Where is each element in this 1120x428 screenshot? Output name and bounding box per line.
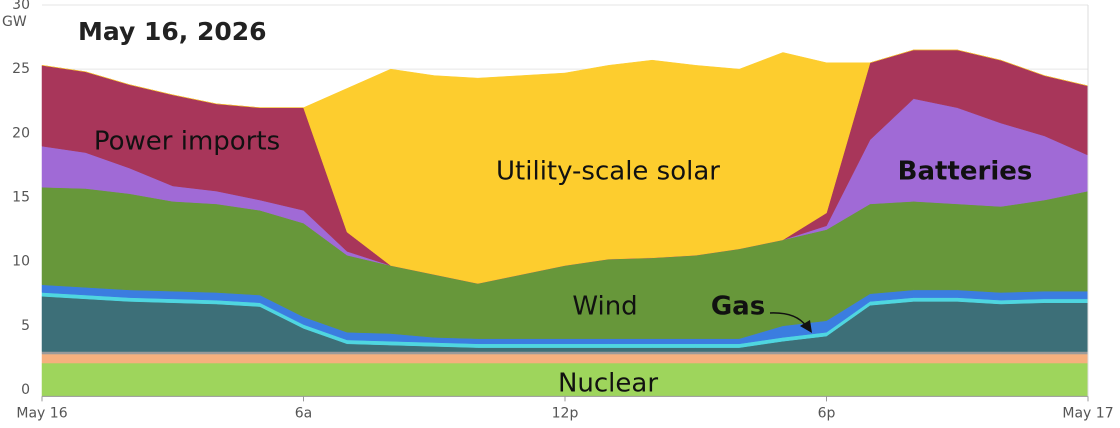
y-tick-label: 25	[12, 61, 30, 77]
x-tick-label: May 17	[1062, 405, 1113, 421]
y-tick-label: 10	[12, 254, 30, 270]
area	[41, 351, 1089, 355]
x-tick-label: 6p	[818, 405, 836, 421]
series-label: Wind	[572, 292, 637, 322]
series-label: Batteries	[898, 157, 1033, 187]
y-tick-label: 15	[12, 189, 30, 205]
series-label: Power imports	[94, 127, 280, 157]
x-tick-label: 12p	[552, 405, 579, 421]
y-tick-label: 0	[21, 382, 30, 398]
x-tick-label: May 16	[16, 405, 67, 421]
x-tick-label: 6a	[295, 405, 313, 421]
chart-title: May 16, 2026	[78, 17, 267, 46]
area	[41, 353, 1089, 364]
y-unit: GW	[2, 14, 27, 30]
y-tick-label: 30	[12, 0, 30, 13]
y-tick-label: 5	[21, 318, 30, 334]
gas-arrowhead	[800, 320, 812, 333]
series-label: Gas	[711, 292, 765, 322]
series-label: Nuclear	[558, 369, 658, 399]
y-tick-label: 20	[12, 125, 30, 141]
series-label: Utility-scale solar	[496, 157, 720, 187]
